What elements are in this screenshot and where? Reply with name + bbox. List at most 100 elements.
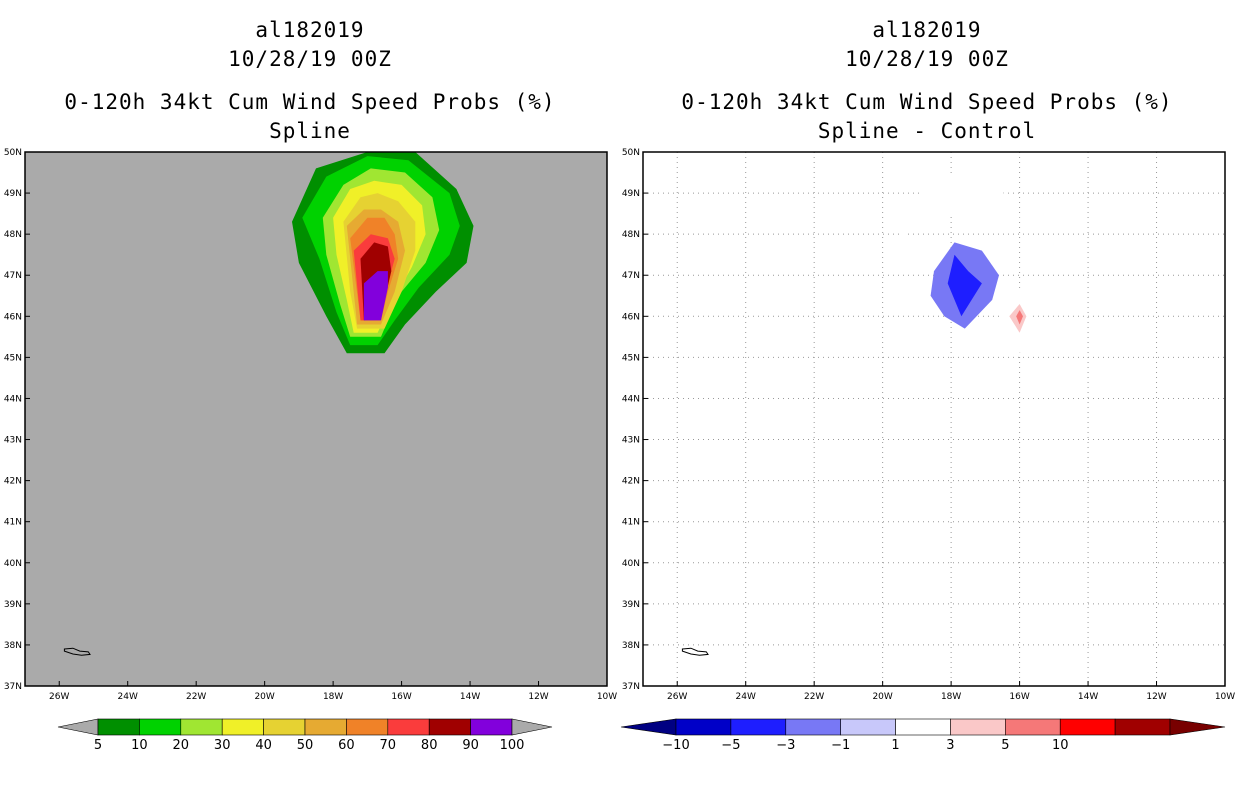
left-colorbar-label-2: 20: [173, 738, 190, 753]
left-colorbar-label-4: 40: [255, 738, 272, 753]
left-colorbar-swatch-0: [97, 718, 140, 736]
left-xtick-label-7: 12W: [528, 692, 548, 702]
left-ytick-label-11: 39N: [4, 600, 22, 610]
right-xtick-label-7: 12W: [1146, 692, 1166, 702]
left-ytick-label-3: 47N: [4, 271, 22, 281]
left-colorbar-extend-high: [511, 718, 553, 736]
left-colorbar-label-10: 100: [500, 738, 525, 753]
left-xtick-label-6: 14W: [460, 692, 480, 702]
right-colorbar-label-1: −5: [721, 738, 740, 753]
right-contour-5-5: [1016, 310, 1023, 325]
left-ytick-label-5: 45N: [4, 353, 22, 363]
left-colorbar-label-0: 5: [94, 738, 102, 753]
right-title-line-4: Spline - Control: [817, 119, 1037, 143]
left-colorbar-swatch-3: [221, 718, 264, 736]
left-contours: [292, 152, 474, 354]
left-ytick-label-8: 42N: [4, 477, 22, 487]
right-ytick-label-9: 41N: [622, 518, 640, 528]
left-colorbar-label-6: 60: [338, 738, 355, 753]
right-colorbar-swatch-8: [1114, 718, 1171, 736]
right-colorbar-swatch-1: [730, 718, 787, 736]
right-colorbar-swatch-2: [785, 718, 841, 736]
left-ytick-label-4: 46N: [4, 312, 22, 322]
left-colorbar-label-9: 90: [462, 738, 479, 753]
right-colorbar-extend-high: [1169, 718, 1226, 736]
left-colorbar-swatch-7: [387, 718, 430, 736]
right-xtick-label-3: 20W: [872, 692, 892, 702]
left-ytick-label-6: 44N: [4, 394, 22, 404]
left-colorbar-swatch-6: [346, 718, 389, 736]
left-colorbar-swatch-8: [428, 718, 471, 736]
right-ytick-label-4: 46N: [622, 312, 640, 322]
left-colorbar-swatch-1: [139, 718, 182, 736]
right-contour--3-2: [947, 254, 982, 317]
right-ytick-label-8: 42N: [622, 477, 640, 487]
right-colorbar-label-4: 1: [891, 738, 899, 753]
left-ytick-label-10: 40N: [4, 559, 22, 569]
right-plot-background: [643, 152, 1225, 686]
right-colorbar-swatch-7: [1059, 718, 1116, 736]
left-xtick-label-4: 18W: [323, 692, 343, 702]
right-ytick-label-5: 45N: [622, 353, 640, 363]
right-title-line-3: 0-120h 34kt Cum Wind Speed Probs (%): [681, 90, 1173, 114]
left-ytick-label-13: 37N: [4, 682, 22, 692]
right-colorbar-label-6: 5: [1001, 738, 1009, 753]
left-ytick-label-7: 43N: [4, 436, 22, 446]
left-xtick-label-1: 24W: [118, 692, 138, 702]
left-colorbar-swatch-2: [180, 718, 223, 736]
left-coastline-island: [63, 647, 91, 656]
left-title-line-3: 0-120h 34kt Cum Wind Speed Probs (%): [64, 90, 556, 114]
left-colorbar-label-8: 80: [421, 738, 438, 753]
right-ytick-label-3: 47N: [622, 271, 640, 281]
left-title-line-1: al182019: [255, 18, 365, 42]
right-colorbar-label-2: −3: [776, 738, 795, 753]
right-ytick-label-7: 43N: [622, 436, 640, 446]
right-ytick-label-12: 38N: [622, 641, 640, 651]
right-ytick-label-2: 48N: [622, 230, 640, 240]
right-title-line-2: 10/28/19 00Z: [845, 47, 1009, 71]
right-colorbar-swatch-0: [675, 718, 732, 736]
left-colorbar-label-5: 50: [297, 738, 314, 753]
left-ytick-label-1: 49N: [4, 189, 22, 199]
right-title: al182019 10/28/19 00Z 0-120h 34kt Cum Wi…: [627, 16, 1227, 146]
right-xtick-label-2: 22W: [804, 692, 824, 702]
right-ytick-label-10: 40N: [622, 559, 640, 569]
right-title-line-1: al182019: [872, 18, 982, 42]
left-xtick-label-3: 20W: [254, 692, 274, 702]
left-colorbar-label-1: 10: [131, 738, 148, 753]
left-colorbar-swatch-4: [263, 718, 306, 736]
right-colorbar-label-5: 3: [946, 738, 954, 753]
right-contours: [899, 160, 1034, 354]
right-colorbar-swatch-4: [895, 718, 951, 736]
right-ytick-label-0: 50N: [622, 148, 640, 158]
right-colorbar-label-7: 10: [1052, 738, 1069, 753]
left-xtick-label-5: 16W: [391, 692, 411, 702]
left-colorbar-label-7: 70: [380, 738, 397, 753]
left-colorbar-swatch-9: [470, 718, 513, 736]
right-plot-frame: [642, 151, 1226, 687]
right-contour-1-0: [899, 160, 1020, 243]
right-xtick-label-4: 18W: [941, 692, 961, 702]
left-colorbar-label-3: 30: [214, 738, 231, 753]
right-colorbar-swatch-6: [1005, 718, 1061, 736]
right-colorbar-swatch-5: [950, 718, 1006, 736]
left-ytick-label-12: 38N: [4, 641, 22, 651]
right-coastline-island: [681, 647, 709, 656]
left-title-line-2: 10/28/19 00Z: [228, 47, 392, 71]
right-colorbar-extend-low: [620, 718, 677, 736]
left-contour-90-9: [363, 271, 388, 321]
left-ytick-label-9: 41N: [4, 518, 22, 528]
right-xtick-label-6: 14W: [1078, 692, 1098, 702]
right-ytick-label-13: 37N: [622, 682, 640, 692]
right-xtick-label-8: 10W: [1215, 692, 1235, 702]
left-plot-frame: [24, 151, 608, 687]
left-title-line-4: Spline: [269, 119, 351, 143]
right-xtick-label-1: 24W: [736, 692, 756, 702]
right-colorbar-label-0: −10: [662, 738, 689, 753]
right-xtick-label-5: 16W: [1009, 692, 1029, 702]
left-xtick-label-0: 26W: [49, 692, 69, 702]
left-title: al182019 10/28/19 00Z 0-120h 34kt Cum Wi…: [10, 16, 610, 146]
right-colorbar-label-3: −1: [831, 738, 850, 753]
left-ytick-label-2: 48N: [4, 230, 22, 240]
